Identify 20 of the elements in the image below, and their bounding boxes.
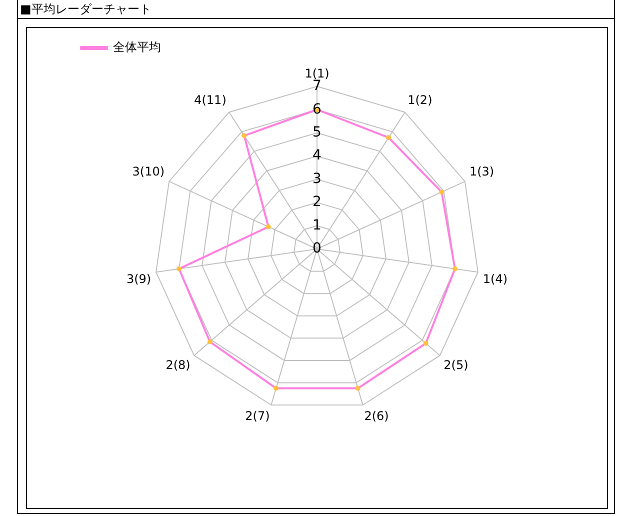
y-tick-label: 3 [312,170,322,187]
spoke-label: 3(9) [126,272,152,286]
y-tick-label: 0 [312,240,322,257]
spoke-label: 2(7) [245,409,270,424]
spoke-label: 1(2) [408,92,432,107]
spoke-label: 1(3) [469,164,494,178]
y-tick-label: 5 [312,124,322,140]
spoke-label: 2(5) [444,358,468,372]
spoke-label: 1(1) [304,66,330,80]
legend-label: 全体平均 [113,40,161,54]
spoke-label: 2(6) [364,409,389,424]
y-tick-label: 1 [312,217,322,234]
y-tick-label: 2 [312,194,322,210]
chart-title: ■平均レーダーチャート [18,0,614,19]
spoke-label: 3(10) [132,164,165,178]
spoke-label: 1(4) [482,272,508,286]
y-tick-label: 4 [312,148,322,164]
y-tick-label: 7 [312,78,322,94]
spoke-label: 2(8) [166,358,190,372]
spoke-label: 4(11) [194,92,226,107]
